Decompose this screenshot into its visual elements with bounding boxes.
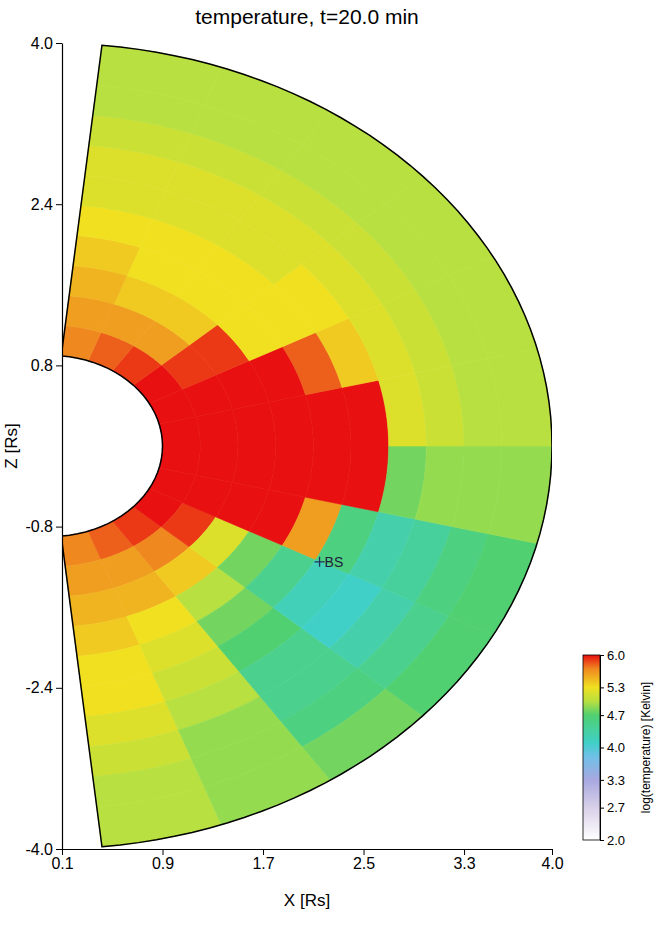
tick: 0.8 [31, 357, 62, 374]
heat-cell [488, 446, 552, 543]
tick-mark [364, 849, 365, 855]
heat-cell [204, 747, 330, 825]
tick-label: 4.7 [607, 708, 625, 723]
colorbar-title: log(temperature) [Kelvin] [639, 682, 653, 813]
heat-cell [269, 395, 313, 446]
tick-label: 2.4 [31, 196, 53, 213]
chart: BS 0.1 0.9 1.7 2.5 3.3 4.0 -4.0 -2.4 -0.8 0.8 2.4 4.… [0, 0, 662, 929]
annotation-marker [315, 557, 325, 567]
tick-mark [56, 204, 62, 205]
x-axis-line [63, 849, 553, 850]
domain-outline [62, 45, 552, 847]
tick: -4.0 [25, 841, 62, 858]
heat-cell [97, 787, 222, 847]
tick: 3.3 [453, 849, 475, 872]
heat-cell [97, 45, 222, 105]
x-axis-title: X [Rs] [284, 891, 330, 910]
tick-label: 3.3 [453, 855, 475, 872]
tick: 6.0 [600, 648, 625, 663]
tick: 2.7 [600, 800, 625, 815]
tick-mark [62, 849, 63, 855]
heat-cell [488, 349, 552, 446]
tick-label: 0.1 [51, 855, 73, 872]
tick-label: 0.9 [152, 855, 174, 872]
tick: 0.1 [51, 849, 73, 872]
colorbar-axis: 2.0 2.7 3.3 4.0 4.7 5.3 6.0 [600, 648, 625, 848]
heat-cell [196, 446, 238, 483]
tick-label: 2.0 [607, 833, 625, 848]
tick-label: 1.7 [252, 855, 274, 872]
tick-label: 4.0 [31, 35, 53, 52]
tick: -2.4 [25, 679, 62, 696]
tick: 2.0 [600, 833, 625, 848]
plot-area [62, 45, 552, 847]
x-axis: 0.1 0.9 1.7 2.5 3.3 4.0 [51, 849, 563, 872]
tick: 1.7 [252, 849, 274, 872]
annotation-label: BS [325, 554, 344, 570]
tick-label: -2.4 [25, 679, 53, 696]
tick-label: 4.0 [541, 855, 563, 872]
tick-mark [56, 43, 62, 44]
tick-label: 2.5 [353, 855, 375, 872]
heat-cell [302, 112, 423, 203]
tick-mark [464, 849, 465, 855]
heat-cell [449, 257, 537, 358]
tick-label: 5.3 [607, 680, 625, 695]
colorbar [583, 655, 600, 840]
chart-title: temperature, t=20.0 min [195, 5, 419, 28]
tick: 0.9 [152, 849, 174, 872]
tick-mark [600, 715, 604, 716]
tick: 4.0 [600, 740, 625, 755]
tick-mark [600, 655, 604, 656]
heat-cell [269, 446, 313, 497]
tick: 5.3 [600, 680, 625, 695]
tick-mark [56, 849, 62, 850]
heat-cell [305, 388, 351, 446]
heat-cell [232, 446, 275, 490]
tick-mark [600, 840, 604, 841]
heat-cell [204, 67, 330, 145]
tick-mark [600, 748, 604, 749]
tick: -0.8 [25, 518, 62, 535]
tick-mark [56, 365, 62, 366]
tick-mark [552, 849, 553, 855]
tick-mark [163, 849, 164, 855]
tick-mark [56, 688, 62, 689]
heat-cell [449, 534, 537, 635]
tick-mark [600, 780, 604, 781]
tick: 4.0 [541, 849, 563, 872]
tick: 4.0 [31, 35, 62, 52]
tick-mark [56, 527, 62, 528]
y-axis: -4.0 -2.4 -0.8 0.8 2.4 4.0 [25, 35, 62, 858]
tick-mark [600, 808, 604, 809]
tick: 2.5 [353, 849, 375, 872]
tick: 4.7 [600, 708, 625, 723]
tick-label: -4.0 [25, 841, 53, 858]
tick-mark [263, 849, 264, 855]
tick-label: 2.7 [607, 800, 625, 815]
y-axis-title: Z [Rs] [2, 423, 21, 468]
y-axis-line [62, 44, 63, 850]
heat-cell [159, 446, 200, 475]
tick-label: 0.8 [31, 357, 53, 374]
tick-label: 4.0 [607, 740, 625, 755]
tick: 3.3 [600, 773, 625, 788]
heat-cell [305, 446, 351, 504]
tick-label: 6.0 [607, 648, 625, 663]
heat-cell [232, 402, 275, 446]
tick-label: -0.8 [25, 518, 53, 535]
tick-mark [600, 687, 604, 688]
tick-label: 3.3 [607, 773, 625, 788]
tick: 2.4 [31, 196, 62, 213]
